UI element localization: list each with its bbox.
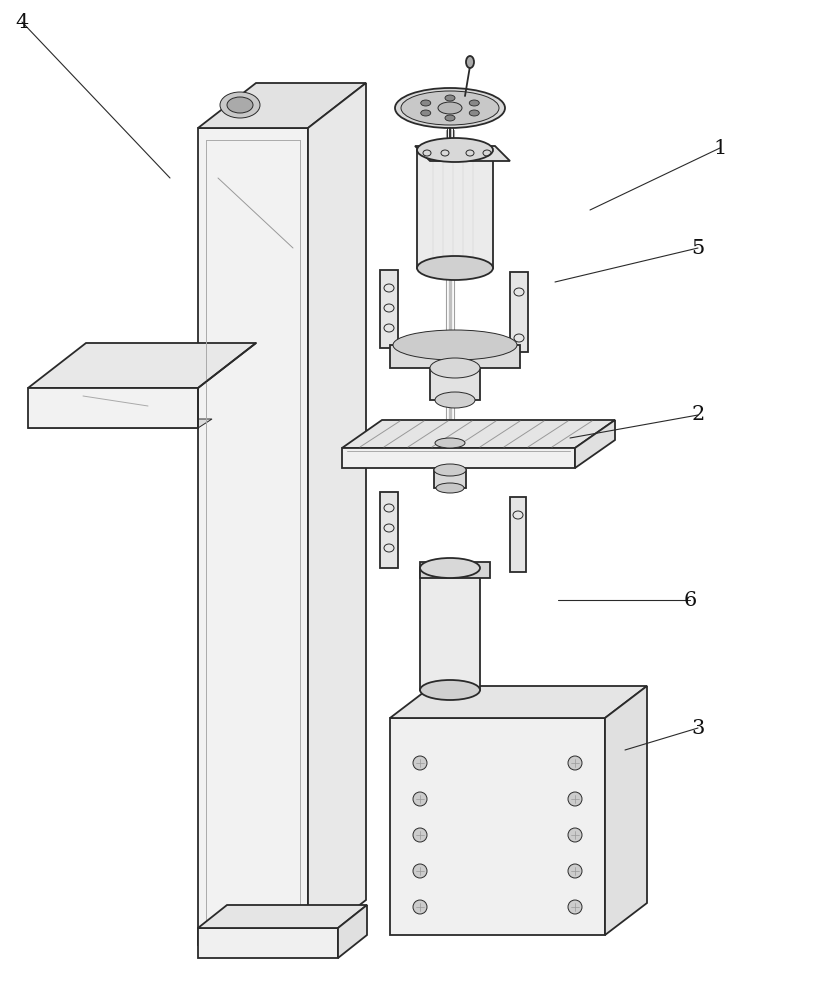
Polygon shape [198, 128, 308, 945]
Ellipse shape [568, 792, 582, 806]
Polygon shape [28, 343, 256, 388]
Polygon shape [342, 448, 575, 468]
Polygon shape [198, 83, 366, 128]
Ellipse shape [413, 900, 427, 914]
Polygon shape [510, 497, 526, 572]
Polygon shape [415, 146, 510, 161]
Text: 3: 3 [691, 718, 705, 738]
Polygon shape [390, 686, 647, 718]
Ellipse shape [413, 864, 427, 878]
Polygon shape [198, 905, 367, 928]
Polygon shape [420, 562, 490, 578]
Ellipse shape [568, 900, 582, 914]
Polygon shape [198, 928, 338, 958]
Ellipse shape [434, 464, 466, 476]
Ellipse shape [395, 88, 505, 128]
Ellipse shape [430, 358, 480, 378]
Polygon shape [510, 272, 528, 352]
Ellipse shape [420, 680, 480, 700]
Polygon shape [605, 686, 647, 935]
Polygon shape [390, 718, 605, 935]
Ellipse shape [420, 558, 480, 578]
Ellipse shape [401, 91, 499, 125]
Ellipse shape [568, 864, 582, 878]
Polygon shape [28, 388, 198, 428]
Polygon shape [575, 420, 615, 468]
Polygon shape [380, 270, 398, 348]
Ellipse shape [421, 110, 431, 116]
Ellipse shape [466, 56, 474, 68]
Text: 2: 2 [691, 406, 704, 424]
Polygon shape [28, 419, 212, 428]
Polygon shape [390, 345, 520, 368]
Polygon shape [430, 368, 480, 400]
Ellipse shape [469, 100, 480, 106]
Polygon shape [308, 83, 366, 945]
Text: 1: 1 [713, 138, 726, 157]
Ellipse shape [445, 95, 455, 101]
Polygon shape [434, 470, 466, 488]
Text: 5: 5 [691, 238, 704, 257]
Ellipse shape [417, 256, 493, 280]
Ellipse shape [417, 138, 493, 162]
Polygon shape [342, 420, 615, 448]
Ellipse shape [413, 792, 427, 806]
Ellipse shape [435, 438, 465, 448]
Ellipse shape [227, 97, 253, 113]
Ellipse shape [421, 100, 431, 106]
Ellipse shape [435, 392, 475, 408]
Ellipse shape [438, 102, 462, 114]
Ellipse shape [413, 828, 427, 842]
Text: 4: 4 [16, 12, 29, 31]
Polygon shape [338, 905, 367, 958]
Ellipse shape [393, 330, 517, 360]
Ellipse shape [413, 756, 427, 770]
Text: 6: 6 [683, 590, 697, 609]
Ellipse shape [568, 828, 582, 842]
Polygon shape [380, 492, 398, 568]
Ellipse shape [568, 756, 582, 770]
Polygon shape [417, 150, 493, 268]
Ellipse shape [436, 483, 464, 493]
Polygon shape [420, 568, 480, 690]
Ellipse shape [220, 92, 260, 118]
Ellipse shape [469, 110, 480, 116]
Ellipse shape [445, 115, 455, 121]
